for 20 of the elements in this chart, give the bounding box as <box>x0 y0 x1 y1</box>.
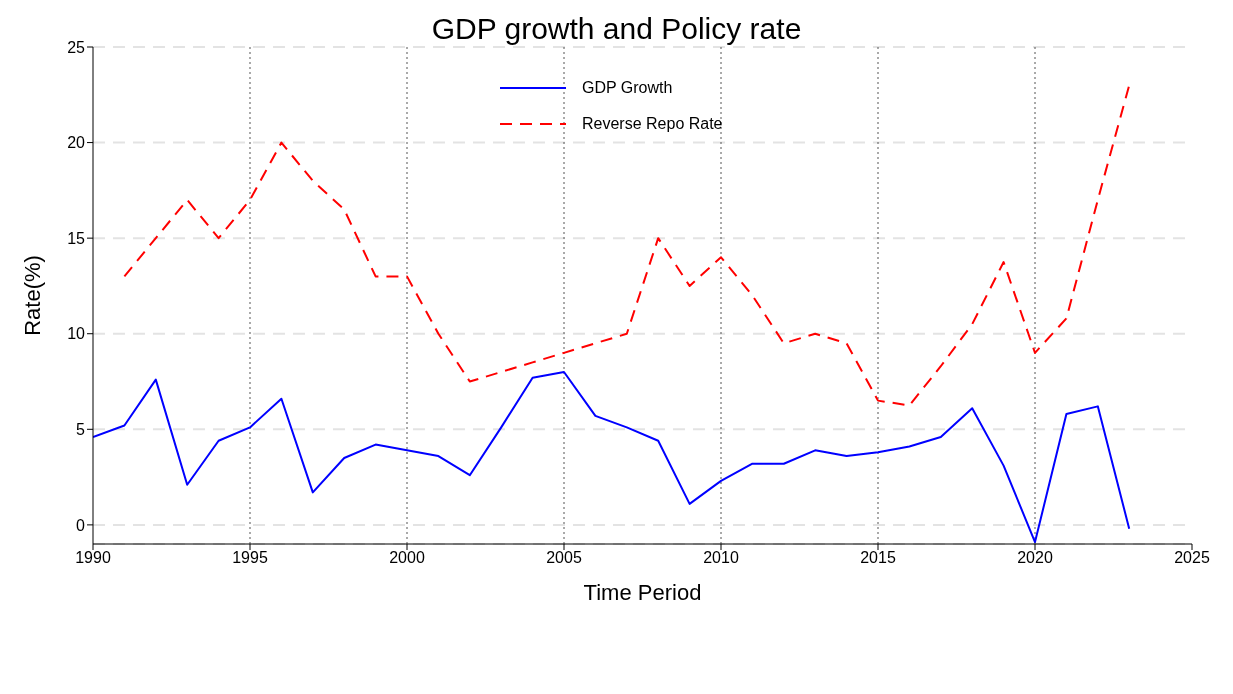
x-tick-label: 1990 <box>75 549 111 567</box>
x-tick-label: 1995 <box>232 549 268 567</box>
y-tick-label: 20 <box>67 134 86 152</box>
x-tick-label: 2015 <box>860 549 896 567</box>
chart-title: GDP growth and Policy rate <box>431 12 802 45</box>
y-tick-label: 0 <box>76 516 86 534</box>
y-tick-label: 5 <box>76 420 86 438</box>
x-tick-label: 2010 <box>703 549 739 567</box>
y-tick-label: 15 <box>67 229 86 247</box>
line-series <box>93 370 1131 544</box>
legend-label: GDP Growth <box>582 79 673 97</box>
x-tick-label: 2020 <box>1017 549 1053 567</box>
y-axis-title: Rate(%) <box>19 255 45 336</box>
x-tick-label: 2025 <box>1174 549 1210 567</box>
y-tick-label: 10 <box>67 325 86 343</box>
x-tick-label: 2005 <box>546 549 582 567</box>
y-tick-label: 25 <box>67 38 86 56</box>
x-tick-label: 2000 <box>389 549 425 567</box>
legend-label: Reverse Repo Rate <box>582 115 723 133</box>
x-axis-title: Time Period <box>583 580 702 605</box>
